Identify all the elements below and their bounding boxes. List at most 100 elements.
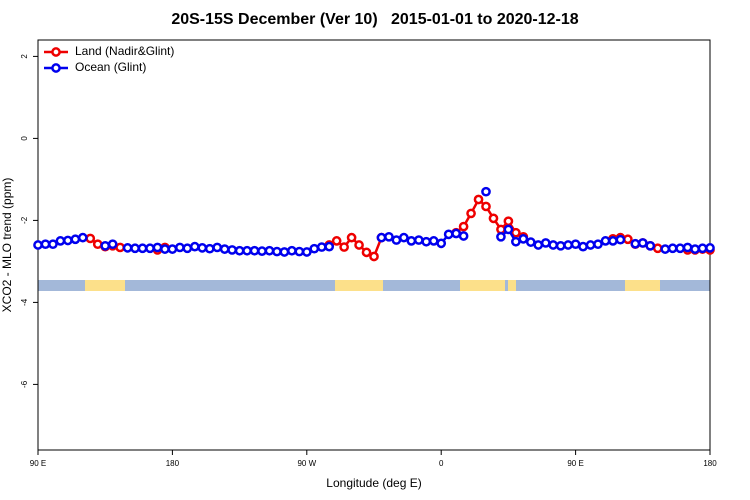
data-point [361,247,372,258]
data-point [55,236,66,246]
legend-label: Ocean (Glint) [75,60,146,74]
data-point [182,243,193,254]
data-point [272,246,282,257]
surface-mask [38,280,710,291]
data-point [369,251,379,262]
data-point [294,246,305,257]
data-point [287,245,297,256]
data-point [540,238,551,248]
data-point [227,245,237,255]
data-point [578,241,588,252]
data-point [212,242,223,253]
data-point [563,240,573,250]
legend-marker [51,63,61,73]
data-point [137,243,148,254]
land-strip [625,280,660,291]
data-point [33,240,43,250]
data-point [466,208,476,219]
data-point [331,236,342,246]
x-tick-label: 180 [166,459,180,468]
data-point [600,236,611,246]
data-point [682,242,693,253]
legend-label: Land (Nadir&Glint) [75,44,174,58]
data-point [339,242,349,252]
land-strip [335,280,383,291]
data-point [652,243,663,254]
data-point [204,243,215,254]
data-point [533,240,544,250]
legend-marker [51,47,61,57]
data-point [585,240,596,250]
data-point [511,227,521,238]
land-strip [508,280,516,291]
y-tick-label: -2 [20,216,29,224]
data-point [391,235,402,245]
data-point [85,233,96,244]
data-point [697,243,708,254]
data-point [518,234,529,244]
data-point [593,239,603,250]
x-tick-label: 0 [439,459,444,468]
data-point [354,240,364,250]
x-tick-label: 90 E [30,459,46,468]
data-point [406,236,417,246]
data-point [690,244,700,254]
data-point [40,239,51,250]
data-point [488,213,499,224]
data-point [264,245,275,256]
data-point [48,239,58,250]
data-point [458,231,469,241]
data-point [77,232,88,243]
data-point [160,244,170,254]
y-tick-label: 0 [20,136,29,141]
data-point [384,231,394,242]
data-point [279,247,290,257]
land-strip [460,280,505,291]
data-point [503,224,514,235]
data-point [496,224,506,235]
data-point [623,234,633,245]
data-point [324,241,335,252]
data-point [421,236,432,247]
data-point [570,239,581,250]
chart-title: 20S-15S December (Ver 10) 2015-01-01 to … [171,11,578,28]
data-point [122,243,133,253]
data-point [428,236,439,246]
data-point [107,239,118,250]
data-point [473,194,484,205]
data-point [511,236,521,247]
data-point [637,238,648,248]
data-point [100,240,111,251]
data-point [675,243,685,254]
data-point [70,234,81,245]
data-point [667,243,678,254]
data-point [301,247,312,257]
data-point [660,244,671,254]
x-axis-label: Longitude (deg E) [326,476,421,490]
data-point [167,244,178,254]
data-point [399,232,409,243]
data-point [615,234,626,245]
land-strip [85,280,125,291]
data-point [175,242,185,253]
data-point [189,241,200,252]
data-point [413,235,424,245]
data-point [346,232,357,243]
data-point [608,236,618,246]
data-point [130,243,140,254]
data-point [257,246,267,256]
data-point [316,242,327,252]
data-point [525,237,536,247]
data-point [496,231,506,242]
data-point [63,235,73,246]
data-point [630,238,641,249]
data-point [451,228,461,239]
x-tick-label: 90 E [567,459,583,468]
y-tick-label: 2 [20,54,29,59]
data-point [309,243,320,254]
data-point [645,240,656,251]
data-point [481,201,491,212]
x-tick-label: 180 [703,459,717,468]
data-point [481,186,491,197]
data-point [115,242,125,253]
